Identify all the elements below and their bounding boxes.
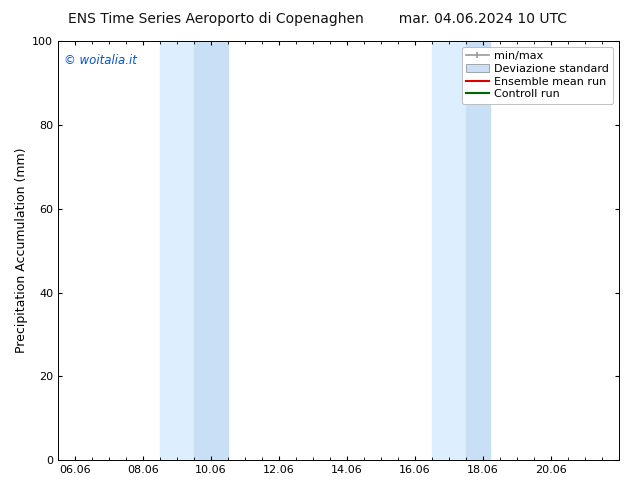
Y-axis label: Precipitation Accumulation (mm): Precipitation Accumulation (mm): [15, 148, 28, 353]
Text: © woitalia.it: © woitalia.it: [63, 53, 136, 67]
Bar: [160, 41, 194, 460]
Legend: min/max, Deviazione standard, Ensemble mean run, Controll run: min/max, Deviazione standard, Ensemble m…: [462, 47, 614, 104]
Bar: [432, 41, 466, 460]
Bar: [194, 41, 228, 460]
Bar: [466, 41, 490, 460]
Text: ENS Time Series Aeroporto di Copenaghen        mar. 04.06.2024 10 UTC: ENS Time Series Aeroporto di Copenaghen …: [67, 12, 567, 26]
